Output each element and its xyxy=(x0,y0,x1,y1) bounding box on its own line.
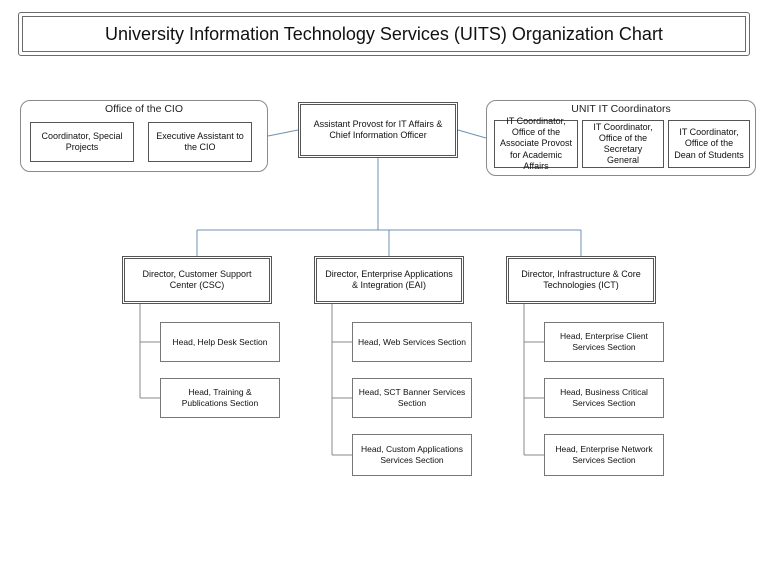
assistant-provost: Assistant Provost for IT Affairs & Chief… xyxy=(298,102,458,158)
eai-web: Head, Web Services Section xyxy=(352,322,472,362)
eai-custom: Head, Custom Applications Services Secti… xyxy=(352,434,472,476)
dir-csc: Director, Customer Support Center (CSC) xyxy=(122,256,272,304)
eai-sct-banner: Head, SCT Banner Services Section xyxy=(352,378,472,418)
page-title: University Information Technology Servic… xyxy=(22,16,746,52)
ict-critical: Head, Business Critical Services Section xyxy=(544,378,664,418)
itc-dean-students: IT Coordinator, Office of the Dean of St… xyxy=(668,120,750,168)
ict-client: Head, Enterprise Client Services Section xyxy=(544,322,664,362)
group-cio-label: Office of the CIO xyxy=(21,103,267,115)
exec-assistant: Executive Assistant to the CIO xyxy=(148,122,252,162)
itc-academic-affairs: IT Coordinator, Office of the Associate … xyxy=(494,120,578,168)
ict-network: Head, Enterprise Network Services Sectio… xyxy=(544,434,664,476)
itc-secretary-general: IT Coordinator, Office of the Secretary … xyxy=(582,120,664,168)
csc-help-desk: Head, Help Desk Section xyxy=(160,322,280,362)
title-frame: University Information Technology Servic… xyxy=(18,12,750,56)
coord-special-projects: Coordinator, Special Projects xyxy=(30,122,134,162)
dir-ict: Director, Infrastructure & Core Technolo… xyxy=(506,256,656,304)
csc-training-pub: Head, Training & Publications Section xyxy=(160,378,280,418)
group-unit-label: UNIT IT Coordinators xyxy=(487,103,755,115)
dir-eai: Director, Enterprise Applications & Inte… xyxy=(314,256,464,304)
